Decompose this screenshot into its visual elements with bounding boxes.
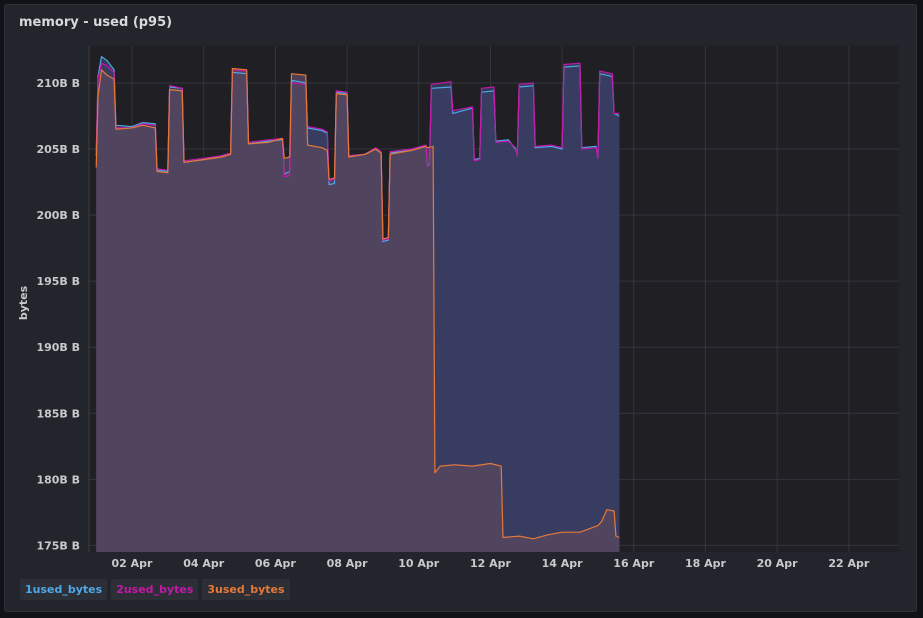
y-tick-label: 205B B bbox=[36, 143, 80, 156]
panel-title: memory - used (p95) bbox=[19, 15, 173, 30]
x-tick-label: 12 Apr bbox=[470, 557, 512, 570]
x-tick-label: 06 Apr bbox=[255, 557, 297, 570]
y-tick-label: 210B B bbox=[36, 77, 80, 90]
series-area-3used_bytes bbox=[96, 68, 620, 552]
legend-item-2used-bytes[interactable]: 2used_bytes bbox=[111, 579, 199, 600]
legend: 1used_bytes 2used_bytes 3used_bytes bbox=[20, 579, 290, 600]
x-tick-label: 14 Apr bbox=[542, 557, 584, 570]
y-tick-label: 200B B bbox=[36, 209, 80, 222]
x-tick-label: 22 Apr bbox=[828, 557, 870, 570]
x-tick-label: 02 Apr bbox=[112, 557, 154, 570]
x-tick-label: 10 Apr bbox=[398, 557, 440, 570]
x-tick-label: 20 Apr bbox=[757, 557, 799, 570]
y-tick-label: 185B B bbox=[36, 407, 80, 420]
x-tick-label: 04 Apr bbox=[183, 557, 225, 570]
x-tick-label: 16 Apr bbox=[613, 557, 655, 570]
y-tick-label: 195B B bbox=[36, 275, 80, 288]
y-tick-label: 180B B bbox=[36, 473, 80, 486]
y-tick-label: 175B B bbox=[36, 539, 80, 552]
x-tick-label: 18 Apr bbox=[685, 557, 727, 570]
legend-item-3used-bytes[interactable]: 3used_bytes bbox=[202, 579, 290, 600]
x-tick-label: 08 Apr bbox=[327, 557, 369, 570]
y-tick-label: 190B B bbox=[36, 341, 80, 354]
y-axis-label: bytes bbox=[17, 285, 30, 320]
series-line-3used_bytes bbox=[95, 67, 620, 540]
legend-item-1used-bytes[interactable]: 1used_bytes bbox=[20, 579, 108, 600]
